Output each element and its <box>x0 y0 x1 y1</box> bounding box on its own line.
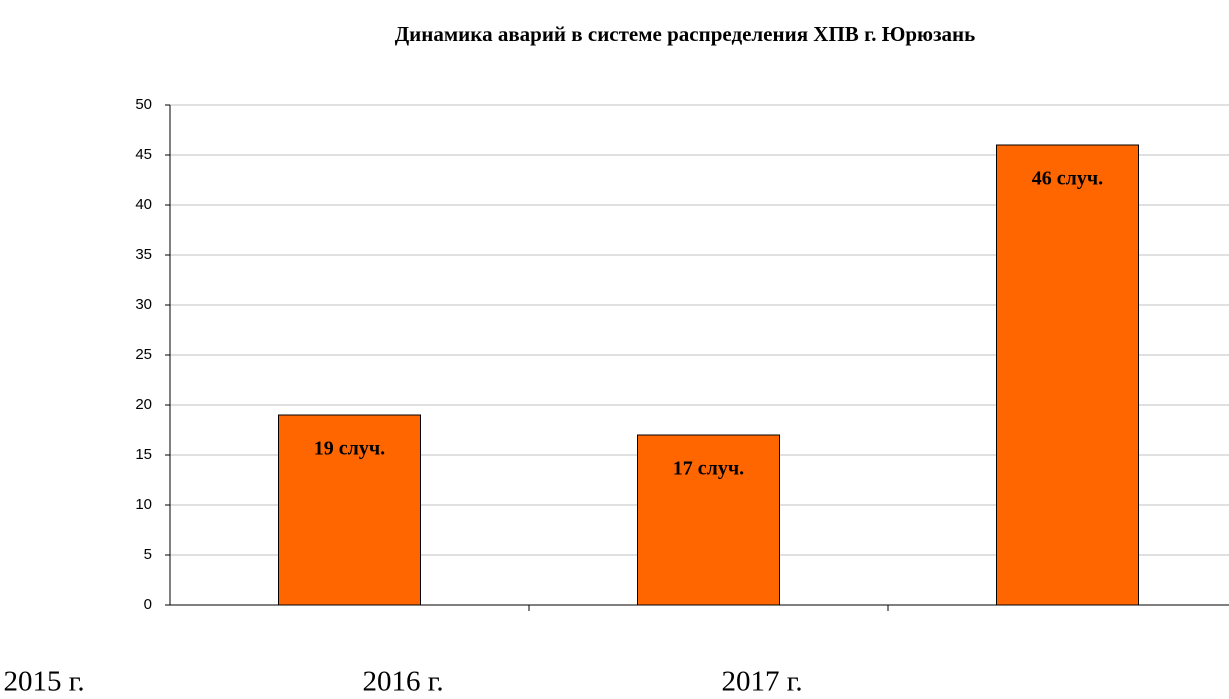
y-tick-label: 5 <box>144 546 152 563</box>
y-tick-label: 10 <box>135 496 152 513</box>
y-tick-label: 25 <box>135 346 152 363</box>
x-tick-label: 2016 г. <box>363 666 444 698</box>
bar <box>278 414 421 606</box>
bar <box>637 434 780 606</box>
y-tick-label: 35 <box>135 246 152 263</box>
data-label: 17 случ. <box>673 458 744 480</box>
chart-title: Динамика аварий в системе распределения … <box>395 22 976 46</box>
x-tick-label: 2017 г. <box>722 666 803 698</box>
data-label: 46 случ. <box>1032 168 1103 190</box>
y-tick-label: 45 <box>135 146 152 163</box>
data-label: 19 случ. <box>314 438 385 460</box>
bar <box>996 144 1139 606</box>
y-tick-label: 15 <box>135 446 152 463</box>
y-tick-label: 0 <box>144 596 152 613</box>
y-tick-label: 20 <box>135 396 152 413</box>
x-tick-label: 2015 г. <box>4 666 85 698</box>
y-tick-label: 30 <box>135 296 152 313</box>
y-tick-label: 40 <box>135 196 152 213</box>
y-tick-label: 50 <box>135 96 152 113</box>
